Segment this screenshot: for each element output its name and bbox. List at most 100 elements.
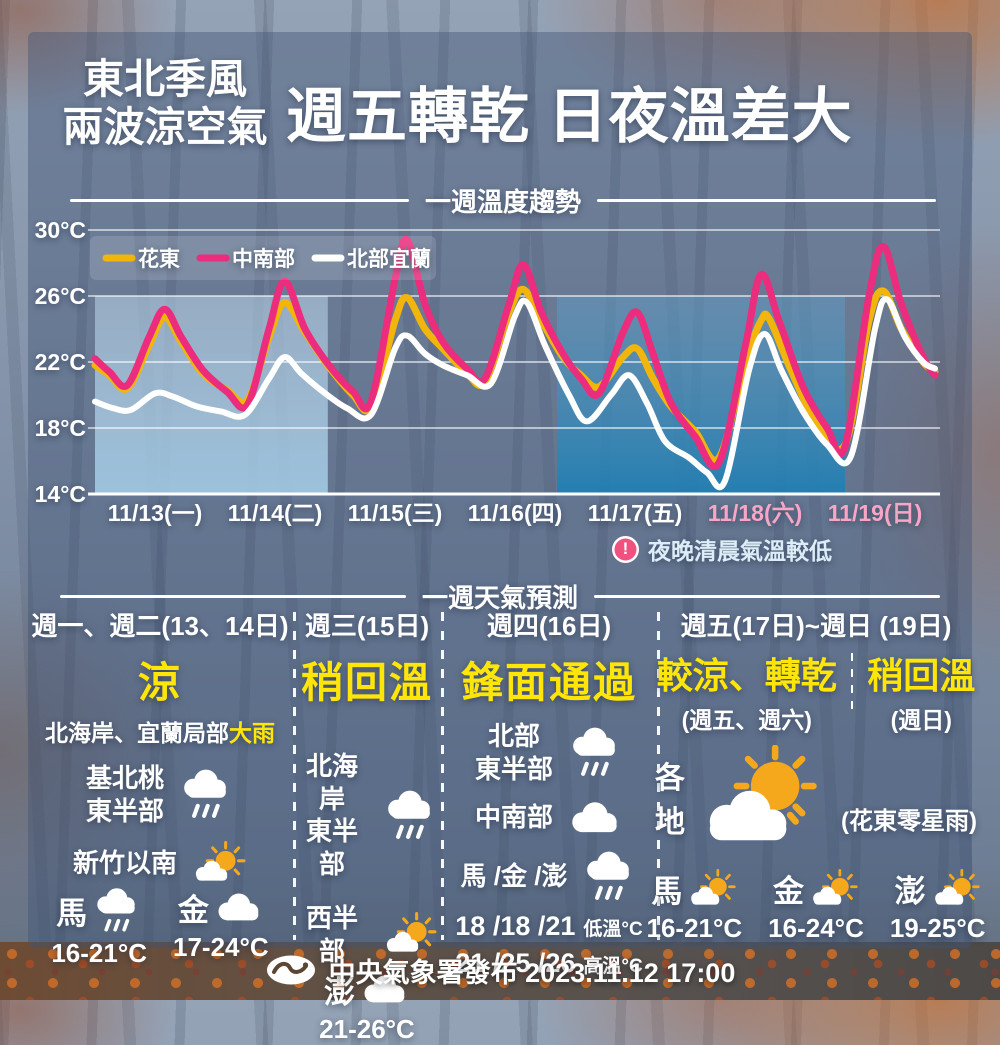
condition-label: 稍回溫 xyxy=(300,659,433,706)
exclamation-icon: ! xyxy=(612,535,639,563)
high-temps-suffix: 高溫°C xyxy=(583,955,643,977)
tagline-line1: 東北季風 xyxy=(83,56,247,102)
temperature-trend-chart: 30°C 26°C 22°C 18°C 14°C 11/13(一) 11/14(二) 11/1… xyxy=(35,220,940,526)
rain-icon xyxy=(380,787,438,843)
column-header: 週三(15日) xyxy=(304,611,430,641)
condition-label: 涼 xyxy=(137,659,182,706)
condition-label: 鋒面通過 xyxy=(460,659,637,706)
chart-heading-text: 一週溫度趨勢 xyxy=(425,187,582,217)
region-label: 北部 東半部 xyxy=(474,721,553,784)
region-label: 西半部 xyxy=(305,903,358,966)
region-weather-row: 北部 東半部 xyxy=(475,720,623,785)
islands-block: 馬 16-21°C 金 16-24°C 澎 xyxy=(647,866,986,944)
x-day-label: 11/17(五) xyxy=(588,500,683,526)
x-day-label: 11/19(日) xyxy=(828,500,923,526)
sub-condition-sun: 稍回溫 (週日) xyxy=(853,647,989,735)
partly-sunny-icon xyxy=(189,841,247,885)
island-name: 金 xyxy=(177,893,209,929)
sub-condition-fri-sat: 較涼、轉乾 (週五、週六) xyxy=(643,647,851,735)
cloud-icon xyxy=(212,887,264,928)
chart-section-heading: 一週溫度趨勢 xyxy=(70,182,937,219)
x-day-label: 11/13(一) xyxy=(108,500,203,526)
cwa-logo xyxy=(266,955,315,985)
subtitle-white: 北海岸、宜蘭局部 xyxy=(45,720,229,746)
region-weather-row: 中南部 xyxy=(475,795,623,840)
rain-icon xyxy=(176,766,234,822)
island-name: 馬 xyxy=(651,874,683,909)
islands-row: 馬 16-21°C 金 17-24°C xyxy=(51,885,269,968)
islands-block: 馬 16-21°C 金 17-24°C xyxy=(51,885,269,968)
island-penghu: 澎 19-25°C xyxy=(890,866,986,944)
heading-rule-right xyxy=(597,199,937,202)
rain-icon xyxy=(565,724,623,780)
tagline: 東北季風 兩波涼空氣 xyxy=(40,56,290,151)
sun-cloud-big-icon xyxy=(693,745,833,850)
islands-row: 馬 16-21°C 金 16-24°C 澎 xyxy=(647,866,986,944)
heading-rule-left xyxy=(70,199,409,202)
rain-icon xyxy=(90,885,142,935)
island-kinmen: 金 16-24°C xyxy=(768,866,864,944)
condition-label: 稍回溫 xyxy=(867,655,976,696)
partly-sunny-icon xyxy=(929,868,981,909)
region-weather-row: 北海岸 東半部 xyxy=(296,750,438,880)
island-name: 金 xyxy=(773,874,804,909)
legend-label-hualien-taitung: 花東 xyxy=(138,247,180,271)
column-divider xyxy=(657,612,660,940)
region-label: 中南部 xyxy=(474,802,553,833)
column-divider xyxy=(441,612,444,940)
cloud-icon xyxy=(565,795,623,840)
y-tick-label: 14°C xyxy=(35,481,86,507)
temps-block: 18 /18 /21 低溫°C 21 /25 /26 高溫°C xyxy=(455,905,642,979)
column-subtitle: 北海岸、宜蘭局部大雨 xyxy=(45,714,275,748)
area-note: (花東零星雨) xyxy=(841,807,977,835)
island-name: 馬 xyxy=(56,895,88,931)
sub-condition-divider xyxy=(850,653,854,715)
column-header: 週四(16日) xyxy=(486,611,612,641)
forecast-column-wed: 週三(15日) 稍回溫 北海岸 東半部 西半部 澎 21-26°C xyxy=(296,606,438,1044)
forecast-column-thu: 週四(16日) 鋒面通過 北部 東半部 中南部 馬 /金 /澎 18 /18 /… xyxy=(446,606,652,978)
island-temp: 21-26°C xyxy=(319,1014,415,1044)
column-divider xyxy=(293,612,296,940)
sub-conditions-row: 較涼、轉乾 (週五、週六) 稍回溫 (週日) xyxy=(643,647,990,735)
legend-label-central-southern: 中南部 xyxy=(232,247,295,271)
x-day-label: 11/18(六) xyxy=(708,500,803,526)
y-tick-label: 30°C xyxy=(35,220,86,243)
high-temps-line: 21 /25 /26 高溫°C xyxy=(455,948,642,979)
y-tick-label: 22°C xyxy=(35,349,86,375)
fallen-leaves-ground xyxy=(0,942,1000,1000)
partly-sunny-icon xyxy=(685,868,737,909)
y-tick-label: 26°C xyxy=(35,283,86,309)
column-header: 週五(17日)~週日 (19日) xyxy=(680,611,952,641)
island-name: 澎 xyxy=(894,874,926,909)
region-label: 北海岸 東半部 xyxy=(305,751,358,879)
island-kinmen: 金 17-24°C xyxy=(173,885,269,968)
heading-rule-left xyxy=(60,595,406,598)
partly-sunny-icon xyxy=(380,912,438,956)
low-temps: 18 /18 /21 xyxy=(455,910,576,941)
page-title: 週五轉乾 日夜溫差大 xyxy=(286,83,853,150)
high-temps: 21 /25 /26 xyxy=(455,947,576,978)
main-panel: 東北季風 兩波涼空氣 週五轉乾 日夜溫差大 一週溫度趨勢 30°C 26°C 22°… xyxy=(28,32,986,1044)
forecast-column-mon-tue: 週一、週二(13、14日) 涼 北海岸、宜蘭局部大雨 基北桃 東半部 新竹以南 … xyxy=(30,606,290,968)
forecast-heading-text: 一週天氣預測 xyxy=(422,583,579,613)
forecast-column-fri-sun: 週五(17日)~週日 (19日) 較涼、轉乾 (週五、週六) 稍回溫 (週日) … xyxy=(647,606,986,944)
area-label: 各地 xyxy=(655,762,686,840)
region-weather-row: 基北桃 東半部 xyxy=(86,762,234,827)
region-label: 基北桃 東半部 xyxy=(85,763,164,826)
column-header: 週一、週二(13、14日) xyxy=(31,611,289,641)
region-weather-row: 西半部 xyxy=(296,902,438,967)
region-weather-row: 新竹以南 xyxy=(73,841,247,885)
forecast-section-heading: 一週天氣預測 xyxy=(60,578,941,615)
footer: 中央氣象署發布 2023.11.12 17:00 xyxy=(0,948,1000,992)
shaded-region-cool-air-wave-1 xyxy=(95,296,328,494)
island-temp: 19-25°C xyxy=(889,913,986,943)
area-weather-row: 各地 (花東零星雨) xyxy=(655,745,977,850)
island-temp: 17-24°C xyxy=(173,932,269,963)
low-temps-suffix: 低溫°C xyxy=(583,918,643,940)
island-temp: 16-21°C xyxy=(646,913,743,943)
region-weather-row: 馬 /金 /澎 xyxy=(461,848,638,904)
island-temp: 16-21°C xyxy=(51,937,147,968)
condition-period: (週五、週六) xyxy=(681,707,812,733)
island-matsu: 馬 16-21°C xyxy=(51,885,147,968)
